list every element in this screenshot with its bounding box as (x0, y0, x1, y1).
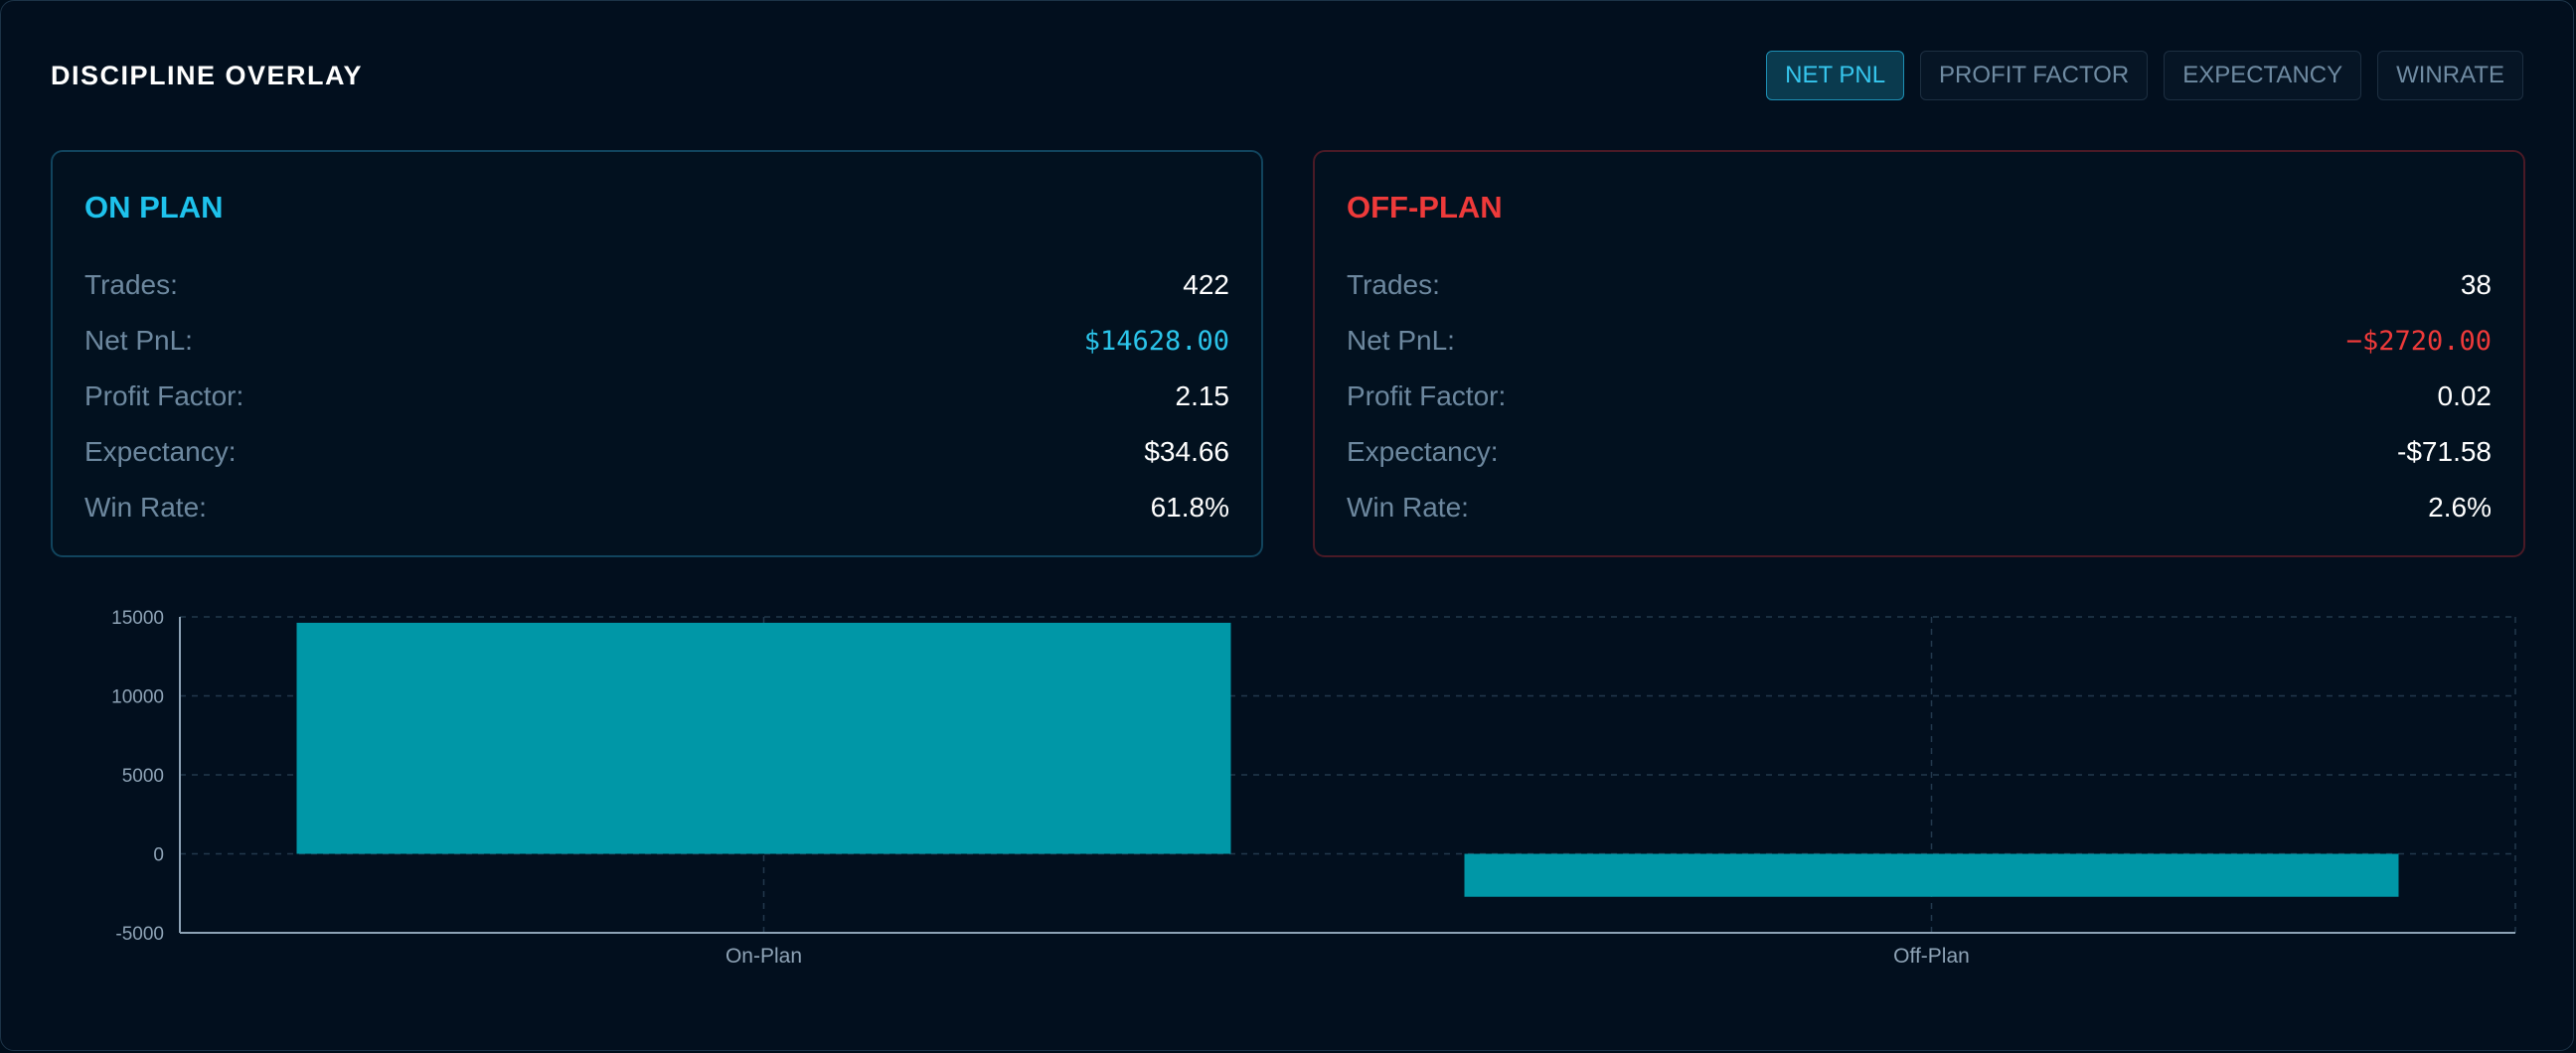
x-tick-label: On-Plan (725, 945, 802, 968)
x-tick-label: Off-Plan (1893, 945, 1970, 968)
y-tick-label: 5000 (122, 766, 164, 787)
y-tick-label: 0 (153, 845, 164, 866)
y-tick-label: 15000 (111, 608, 164, 629)
y-tick-label: 10000 (111, 687, 164, 708)
bar-off-plan (1465, 854, 2399, 897)
bar-on-plan (297, 623, 1231, 854)
y-tick-label: -5000 (115, 924, 164, 945)
